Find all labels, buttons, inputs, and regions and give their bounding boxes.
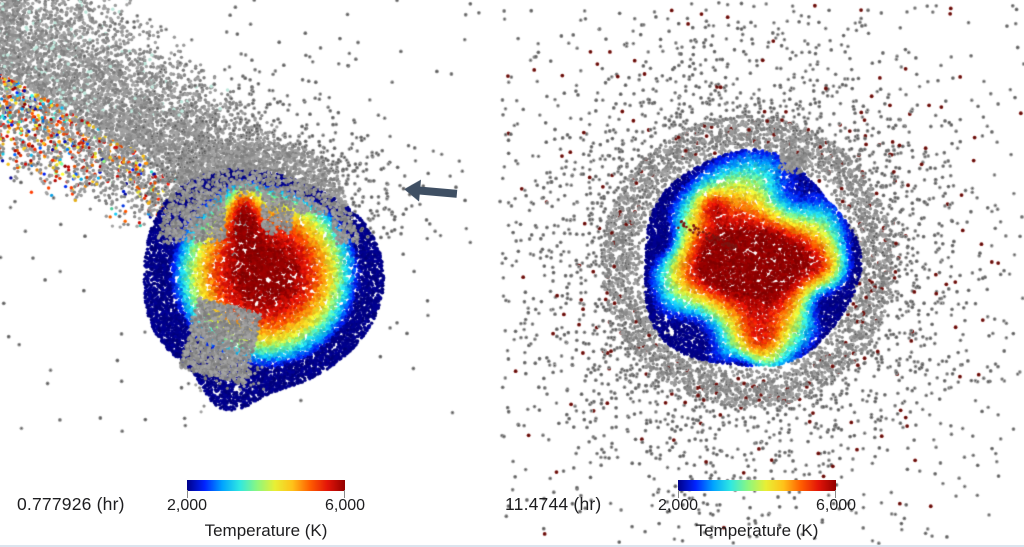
- right-colorbar-title: Temperature (K): [695, 521, 819, 540]
- figure-bottom-border: [0, 545, 1024, 547]
- left-colorbar-gradient: [187, 480, 345, 491]
- impact-direction-arrow-icon: [404, 179, 458, 202]
- right-colorbar: 2,000 6,000 Temperature (K): [658, 480, 856, 542]
- left-colorbar-min-label: 2,000: [166, 497, 208, 514]
- right-colorbar-min-tick: [678, 490, 679, 498]
- left-colorbar-max-tick: [344, 490, 345, 498]
- arrow-shape: [404, 179, 458, 202]
- right-colorbar-gradient: [678, 480, 836, 491]
- left-colorbar-max-label: 6,000: [324, 497, 366, 514]
- right-colorbar-min-label: 2,000: [657, 497, 699, 514]
- left-panel-time-label: 0.777926 (hr): [17, 494, 125, 514]
- right-panel-time-label: 11.4744 (hr): [505, 494, 602, 514]
- left-colorbar: 2,000 6,000 Temperature (K): [167, 480, 365, 542]
- right-colorbar-max-label: 6,000: [815, 497, 857, 514]
- left-colorbar-min-tick: [187, 490, 188, 498]
- left-colorbar-title: Temperature (K): [204, 521, 328, 540]
- right-colorbar-max-tick: [835, 490, 836, 498]
